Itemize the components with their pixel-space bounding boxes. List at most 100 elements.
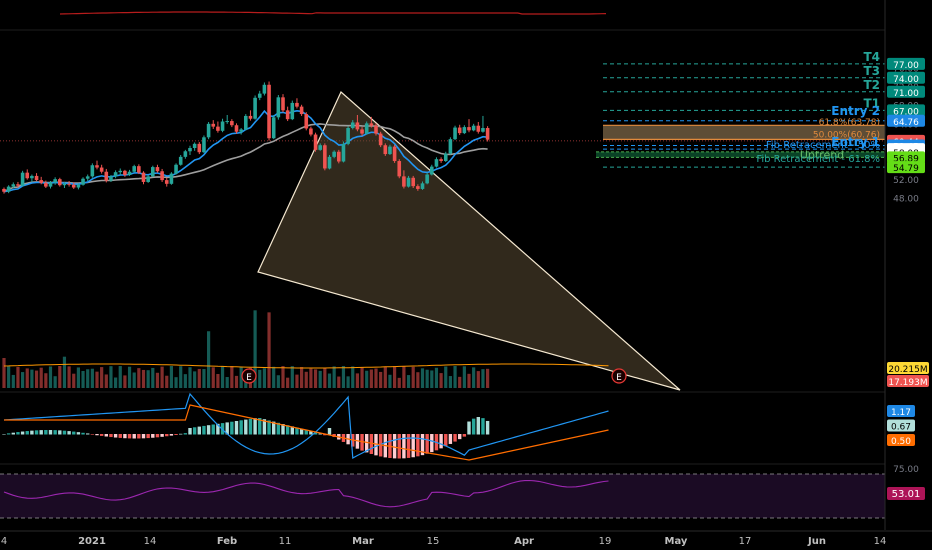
candle-body <box>388 146 392 155</box>
candle-body <box>44 182 48 187</box>
macd-histogram-bar <box>290 426 294 435</box>
falling-wedge-pattern[interactable] <box>257 91 681 391</box>
candle-body <box>141 172 146 182</box>
volume-bar <box>81 370 85 388</box>
volume-bar <box>439 373 443 388</box>
candle-body <box>346 128 350 144</box>
macd-histogram-bar <box>425 434 429 454</box>
candle-body <box>109 176 113 181</box>
candle-body <box>81 178 85 185</box>
volume-bar <box>369 369 373 388</box>
candle-body <box>323 145 327 169</box>
volume-bar <box>258 369 262 388</box>
candle-body <box>25 172 30 179</box>
candle-body <box>304 114 309 129</box>
macd-histogram-bar <box>230 421 234 435</box>
macd-histogram-bar <box>90 434 95 435</box>
fib-zone <box>603 125 885 140</box>
volume-bar <box>467 373 471 388</box>
price-axis[interactable]: 76.0072.0068.0064.0060.0056.0052.0048.00… <box>884 0 932 532</box>
macd-histogram-bar <box>39 430 43 435</box>
candle-body <box>118 170 123 173</box>
volume-bar <box>411 366 415 388</box>
volume-bar <box>374 368 378 388</box>
candle-body <box>332 151 336 157</box>
time-tick-label: 14 <box>874 536 887 547</box>
volume-bar <box>458 376 462 388</box>
macd-histogram-bar <box>192 427 197 435</box>
macd-histogram-bar <box>248 418 253 435</box>
volume-badge-2-text: 17.193M <box>888 378 927 388</box>
candle-body <box>406 177 411 187</box>
macd-histogram-bar <box>430 434 434 453</box>
time-tick-label: 2021 <box>78 536 106 547</box>
volume-bar <box>286 377 290 388</box>
macd-histogram-bar <box>374 434 378 456</box>
macd-histogram-bar <box>76 432 81 435</box>
candle-body <box>253 97 257 119</box>
macd-histogram-bar <box>299 428 304 435</box>
candle-body <box>471 125 476 131</box>
time-tick-label: May <box>665 536 688 547</box>
candle-body <box>290 102 295 120</box>
candle-body <box>90 165 95 177</box>
candle-body <box>476 125 481 132</box>
macd-histogram-bar <box>220 423 225 435</box>
candle-body <box>434 159 439 167</box>
entry1-label: Entry 1 <box>831 135 880 149</box>
volume-bar <box>323 367 327 388</box>
volume-bar <box>295 374 299 388</box>
volume-bar <box>448 376 452 388</box>
candle-body <box>411 177 415 187</box>
time-tick-label: Apr <box>514 536 534 547</box>
macd-histogram-bar <box>258 418 262 435</box>
volume-badge-1-text: 20.215M <box>888 365 927 375</box>
entry2-badge <box>887 114 925 127</box>
volume-bar <box>262 368 266 388</box>
candle-body <box>188 148 192 152</box>
candle-body <box>53 179 57 183</box>
volume-bar <box>216 374 220 388</box>
macd-histogram-bar <box>244 419 248 435</box>
candle-body <box>295 102 299 107</box>
volume-bar <box>16 366 20 388</box>
macd-histogram-bar <box>416 434 420 457</box>
volume-bar <box>341 366 346 388</box>
fib50-retracement-label: Fib Retracement - 50% <box>766 140 880 151</box>
candle-body <box>178 156 183 165</box>
candle-body <box>318 145 322 150</box>
candle-body <box>85 176 90 179</box>
volume-bar <box>188 367 192 388</box>
wedge-triangle <box>257 91 681 391</box>
macd-histogram-bar <box>467 421 471 435</box>
candle-body <box>99 167 104 172</box>
candle-body <box>234 125 239 132</box>
volume-bar <box>434 367 439 388</box>
macd-histogram-bar <box>309 431 313 435</box>
macd-histogram-bar <box>151 434 155 438</box>
volume-bar <box>462 366 466 388</box>
volume-bar <box>165 375 169 388</box>
candle-body <box>420 183 425 189</box>
uptrend-bottom-badge <box>887 151 925 164</box>
macd-histogram-bar <box>81 432 85 435</box>
volume-bar <box>309 368 313 388</box>
volume-bar <box>272 366 276 388</box>
macd-histogram-bar <box>318 433 322 435</box>
volume-bar <box>95 371 99 388</box>
time-tick-label: 17 <box>739 536 752 547</box>
rsi-line <box>3 479 609 508</box>
volume-bar <box>141 369 146 388</box>
volume-bar <box>453 366 457 388</box>
macd-histogram-bar <box>239 420 243 435</box>
candle-body <box>244 115 248 130</box>
volume-bar <box>313 369 318 388</box>
histogram-badge-text: 0.67 <box>891 423 911 433</box>
candle-body <box>34 175 39 181</box>
macd-histogram-bar <box>295 427 299 435</box>
candle-body <box>169 173 174 184</box>
macd-histogram-bar <box>118 434 122 438</box>
time-axis[interactable]: 4 2021 14 Feb 11 Mar 15 Apr 19 May 17 Jun 14 <box>0 530 932 550</box>
